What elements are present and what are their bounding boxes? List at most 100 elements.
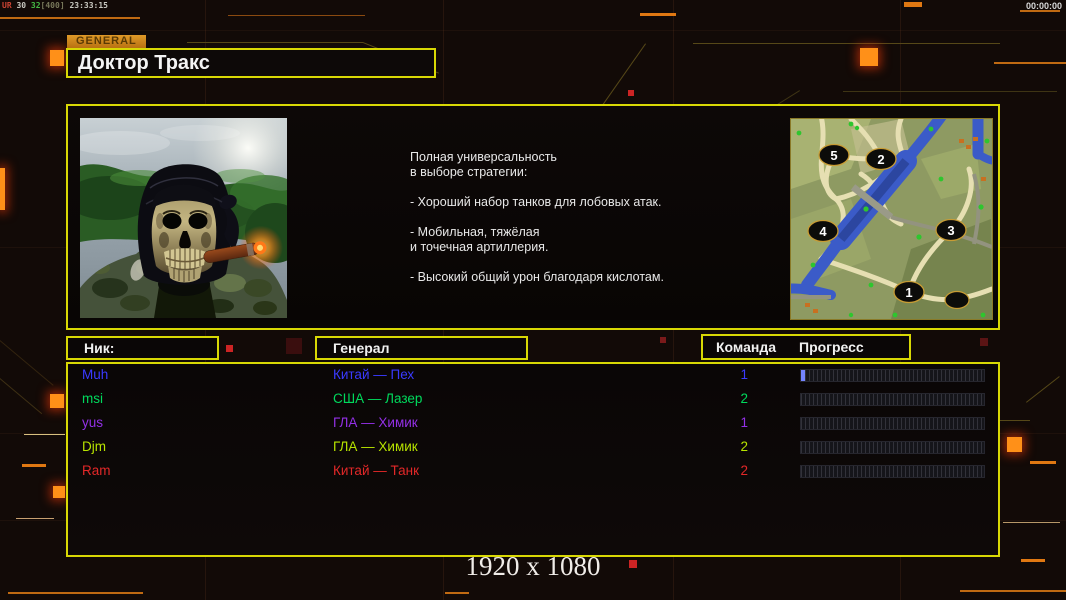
player-team: 1 xyxy=(740,415,748,430)
player-progress-bar xyxy=(800,441,985,454)
start-position-markers: 5 2 4 3 1 xyxy=(807,143,970,310)
match-timer: 00:00:00 xyxy=(1025,1,1062,11)
svg-text:2: 2 xyxy=(877,152,884,167)
general-name-box: Доктор Тракс xyxy=(66,48,436,78)
player-nick: msi xyxy=(82,391,103,406)
glow-square xyxy=(53,486,65,498)
svg-text:4: 4 xyxy=(819,224,827,239)
column-header-team-label: Команда xyxy=(716,339,776,355)
start-position-3: 3 xyxy=(935,218,967,242)
accent-line xyxy=(16,518,54,519)
grid-line xyxy=(0,30,1066,31)
player-general: ГЛА — Химик xyxy=(333,439,418,454)
circuit-line xyxy=(601,43,646,107)
accent-line xyxy=(1020,10,1060,12)
red-dot xyxy=(286,338,302,354)
svg-text:3: 3 xyxy=(947,223,954,238)
resolution-label: 1920 x 1080 xyxy=(465,551,601,581)
circuit-line xyxy=(843,91,1057,92)
player-general: США — Лазер xyxy=(333,391,423,406)
progress-fill xyxy=(801,370,805,381)
accent-line xyxy=(445,592,469,594)
red-dot xyxy=(629,560,637,568)
player-general: Китай — Танк xyxy=(333,463,419,478)
start-position-2: 2 xyxy=(865,147,897,171)
circuit-line xyxy=(1026,376,1060,403)
debug-value: 32 xyxy=(30,1,41,10)
player-row: Ram Китай — Танк 2 xyxy=(68,460,998,482)
column-header-nick: Ник: xyxy=(66,336,219,360)
general-tab-label: GENERAL xyxy=(67,35,146,48)
player-row: yus ГЛА — Химик 1 xyxy=(68,412,998,434)
start-position-empty xyxy=(944,290,970,310)
debug-value: 30 xyxy=(11,1,31,10)
column-header-progress-label: Прогресс xyxy=(799,339,864,355)
player-progress-bar xyxy=(800,393,985,406)
accent-line xyxy=(22,464,46,467)
svg-text:5: 5 xyxy=(830,148,837,163)
player-progress-bar xyxy=(800,369,985,382)
player-nick: Djm xyxy=(82,439,106,454)
red-dot xyxy=(628,90,634,96)
map-preview: 5 2 4 3 1 xyxy=(781,108,1001,320)
red-dot xyxy=(980,338,988,346)
general-description: Полная универсальность в выборе стратеги… xyxy=(410,150,760,300)
circuit-line xyxy=(187,42,363,43)
player-nick: Muh xyxy=(82,367,109,382)
start-position-1: 1 xyxy=(893,280,925,304)
red-dot xyxy=(226,345,233,352)
circuit-line xyxy=(0,378,43,415)
skull-portrait-image xyxy=(65,93,305,318)
glow-square xyxy=(0,168,5,210)
circuit-line xyxy=(693,43,1000,44)
accent-line xyxy=(1021,559,1045,562)
general-name: Доктор Тракс xyxy=(78,52,210,74)
circuit-line xyxy=(0,340,54,386)
player-team: 2 xyxy=(740,391,748,406)
general-info-panel: Полная универсальность в выборе стратеги… xyxy=(65,93,1001,330)
start-position-5: 5 xyxy=(818,143,850,167)
player-progress-bar xyxy=(800,417,985,430)
debug-clock: 23:33:15 xyxy=(64,1,108,10)
map-image: 5 2 4 3 1 xyxy=(781,108,1001,319)
column-header-general-label: Генерал xyxy=(333,340,390,356)
player-nick: yus xyxy=(82,415,104,430)
player-team: 2 xyxy=(740,463,748,478)
column-header-team-progress: Команда Прогресс xyxy=(701,334,911,360)
debug-fps: UR xyxy=(2,1,12,10)
accent-line xyxy=(1003,522,1060,523)
player-general: ГЛА — Химик xyxy=(333,415,418,430)
column-header-nick-label: Ник: xyxy=(84,340,115,356)
debug-value: [400] xyxy=(40,1,65,10)
glow-square xyxy=(50,394,64,408)
description-paragraph: - Высокий общий урон благодаря кислотам. xyxy=(410,270,664,284)
player-row: Djm ГЛА — Химик 2 xyxy=(68,436,998,458)
player-team: 1 xyxy=(740,367,748,382)
svg-text:1: 1 xyxy=(905,285,912,300)
accent-line xyxy=(1030,461,1056,464)
player-progress-bar xyxy=(800,465,985,478)
accent-line xyxy=(24,434,65,435)
glow-square xyxy=(860,48,878,66)
column-header-general: Генерал xyxy=(315,336,528,360)
red-dot xyxy=(660,337,666,343)
players-panel: Muh Китай — Пех 1 msi США — Лазер 2 yus … xyxy=(66,362,1000,557)
player-row: msi США — Лазер 2 xyxy=(68,388,998,410)
accent-line xyxy=(904,2,922,7)
description-paragraph: - Хороший набор танков для лобовых атак. xyxy=(410,195,662,209)
description-paragraph: Полная универсальность в выборе стратеги… xyxy=(410,150,557,179)
player-general: Китай — Пех xyxy=(333,367,415,382)
accent-line xyxy=(640,13,676,16)
player-row: Muh Китай — Пех 1 xyxy=(68,364,998,386)
glow-square xyxy=(50,50,64,66)
player-team: 2 xyxy=(740,439,748,454)
accent-line xyxy=(228,15,365,16)
accent-line xyxy=(8,592,143,594)
player-nick: Ram xyxy=(82,463,111,478)
glow-square xyxy=(1007,437,1022,452)
circuit-line xyxy=(990,420,1030,421)
accent-line xyxy=(994,62,1066,64)
debug-overlay: UR 30 32[400] 23:33:15 xyxy=(2,1,108,10)
description-paragraph: - Мобильная, тяжёлая и точечная артиллер… xyxy=(410,225,549,254)
